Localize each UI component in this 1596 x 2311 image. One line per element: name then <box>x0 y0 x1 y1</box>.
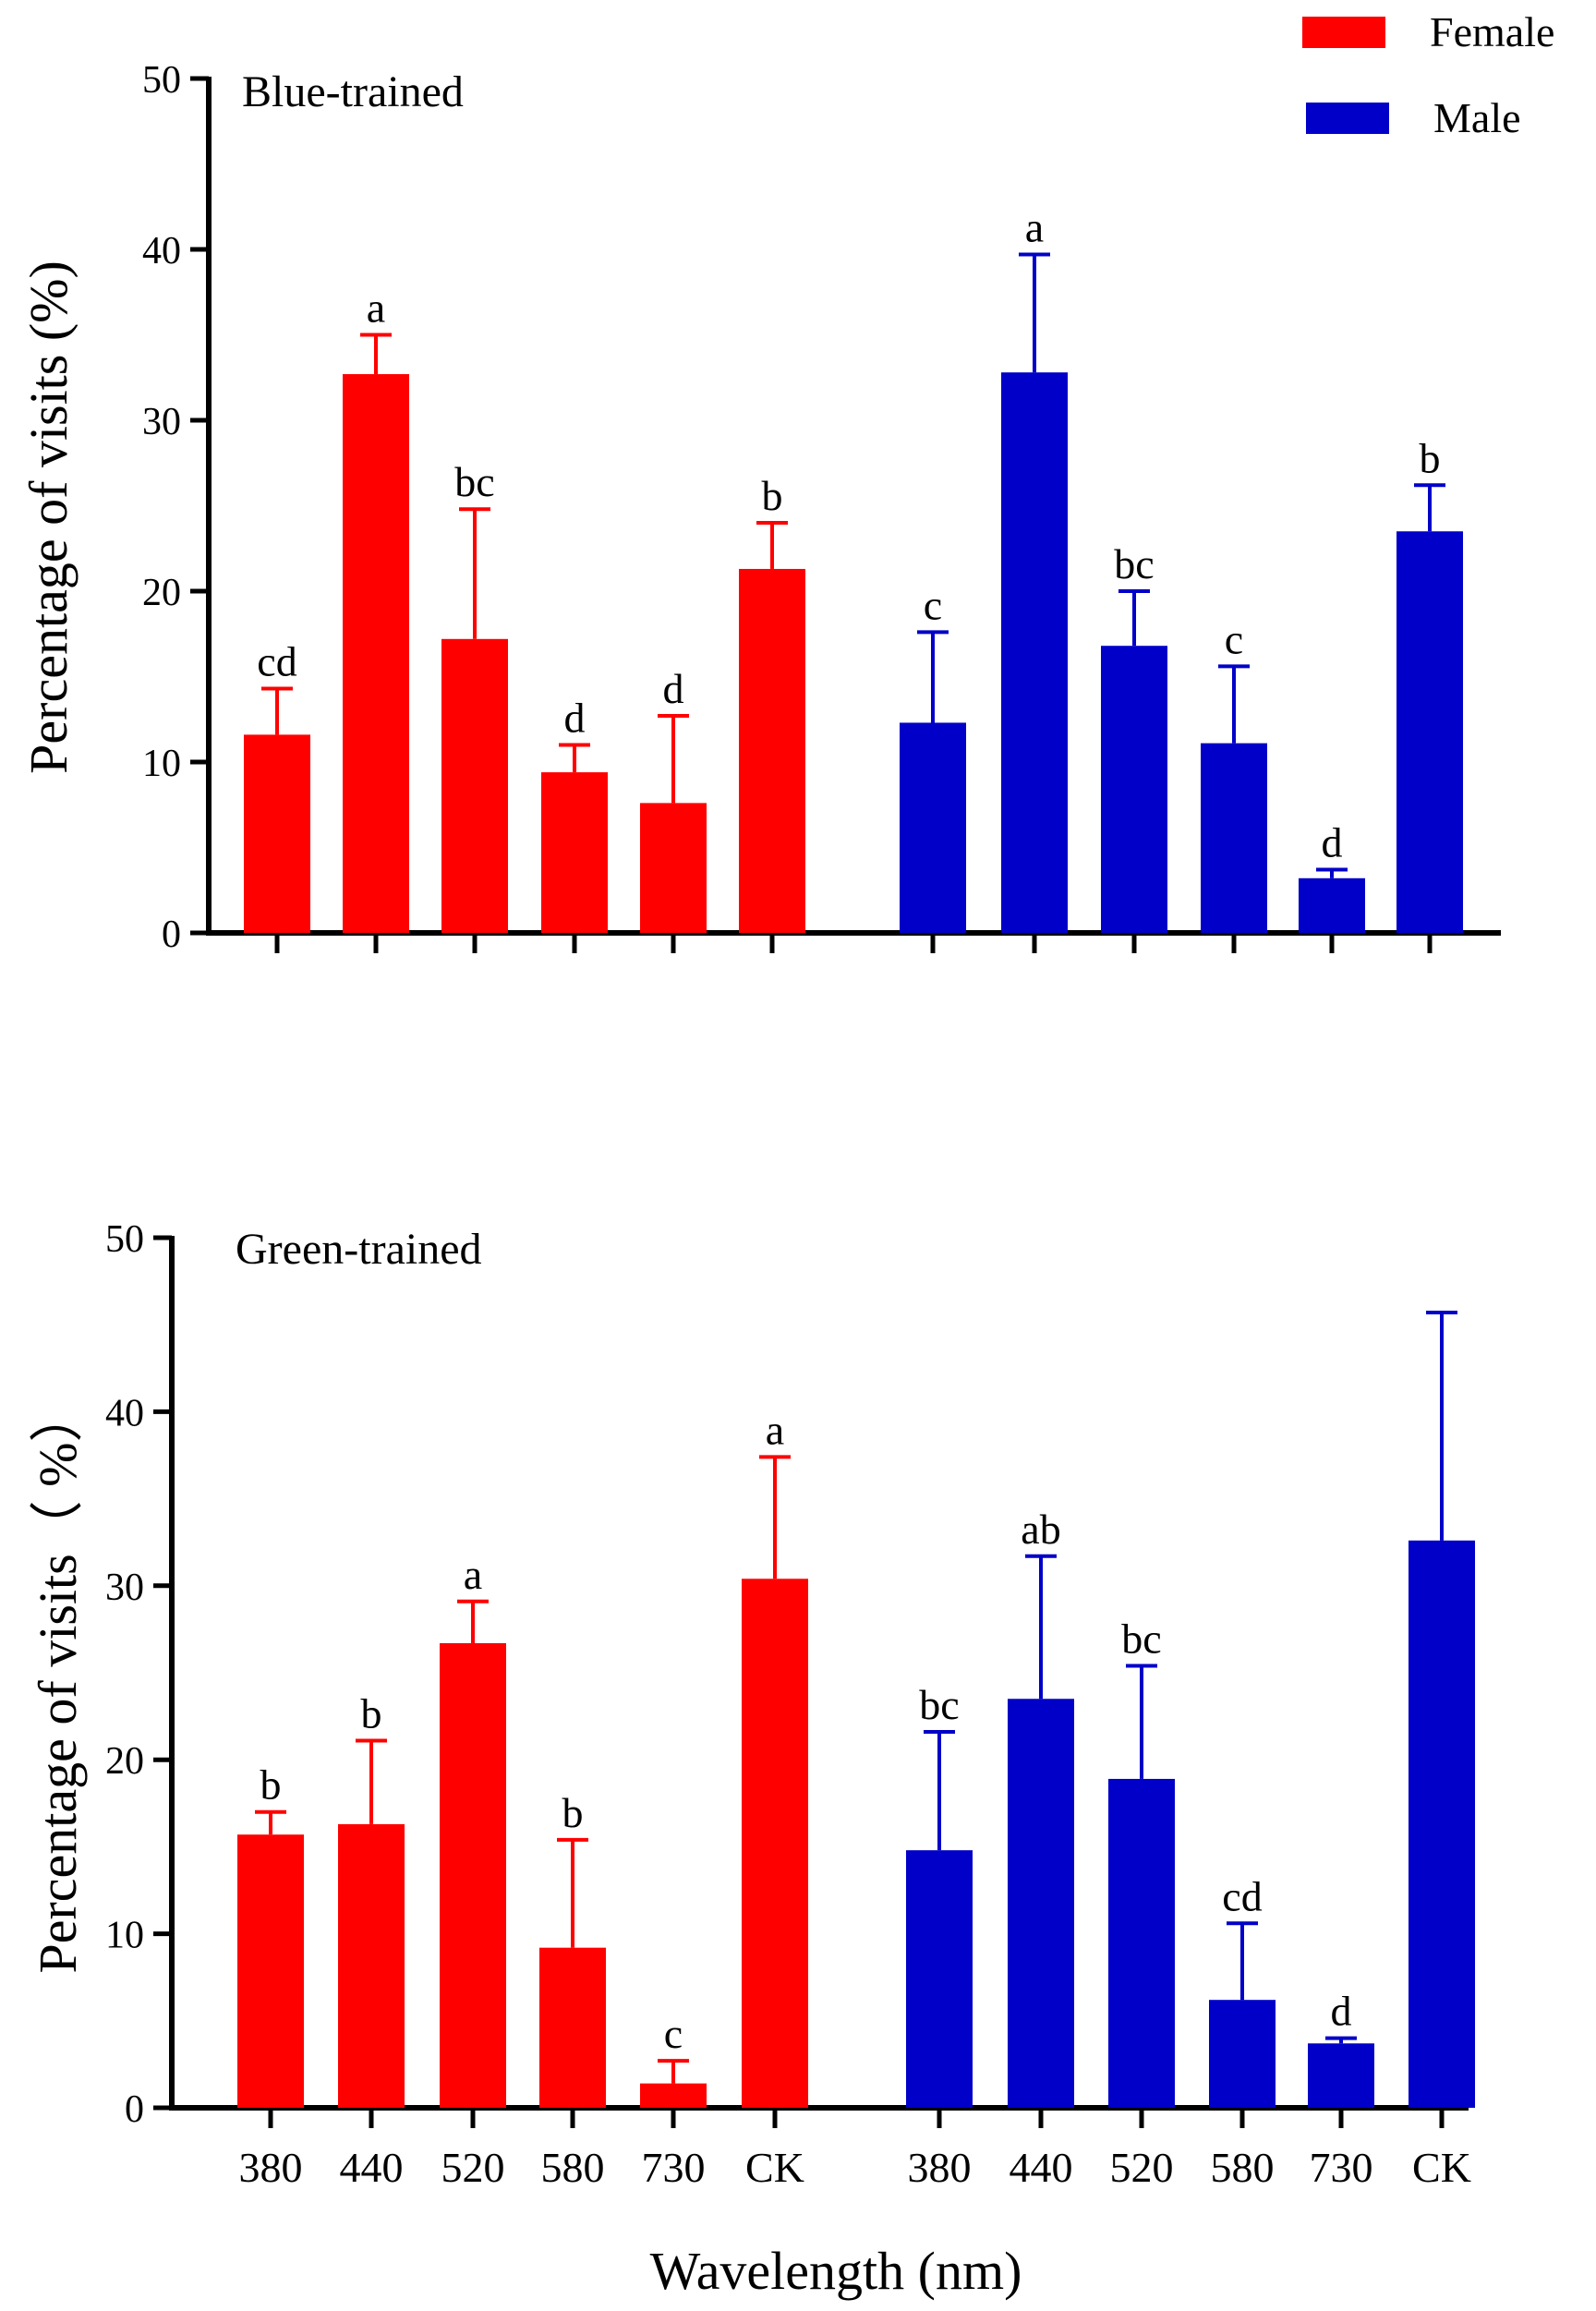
bar-female-ck <box>742 1579 808 2108</box>
significance-letter: ab <box>1021 1506 1060 1553</box>
legend-swatch-male <box>1306 103 1389 134</box>
bar-male-580 <box>1201 743 1267 933</box>
y-tick-label: 50 <box>142 59 181 102</box>
bar-male-580 <box>1209 2000 1276 2108</box>
y-tick-label: 40 <box>105 1392 144 1434</box>
bar-female-380 <box>237 1834 304 2108</box>
x-axis-title: Wavelength (nm) <box>650 2241 1022 2301</box>
bar-male-ck <box>1409 1540 1475 2108</box>
significance-letter: b <box>562 1789 584 1836</box>
x-tick-label: CK <box>1412 2144 1471 2191</box>
chart-panel-blue-trained: Blue-trained Percentage of visits (%) 0 1… <box>18 59 1501 956</box>
y-tick-label: 30 <box>142 401 181 443</box>
legend-swatch-female <box>1302 17 1385 48</box>
significance-letter: bc <box>454 458 494 505</box>
x-tick-label: 730 <box>1310 2144 1373 2191</box>
bar-female-520 <box>441 638 508 933</box>
significance-letter: cd <box>257 637 296 684</box>
bar-female-580 <box>541 772 608 933</box>
significance-letter: d <box>663 665 684 712</box>
significance-letter: a <box>766 1406 784 1453</box>
significance-letter: a <box>464 1551 482 1598</box>
significance-letter: b <box>1420 434 1441 481</box>
bar-female-380 <box>244 734 310 933</box>
y-tick-label: 50 <box>105 1218 144 1261</box>
y-tick-label: 0 <box>162 914 181 956</box>
x-tick-label: CK <box>745 2144 804 2191</box>
x-tick-label: 730 <box>642 2144 706 2191</box>
significance-letter: d <box>1331 1988 1352 2035</box>
bar-female-440 <box>338 1823 405 2108</box>
significance-letter: bc <box>1121 1615 1161 1662</box>
y-tick-label: 10 <box>105 1915 144 1957</box>
bar-female-580 <box>539 1947 606 2108</box>
bar-male-ck <box>1396 531 1463 933</box>
x-tick-label: 440 <box>1010 2144 1073 2191</box>
y-tick-label: 20 <box>142 572 181 614</box>
y-axis-label-green-trained: Percentage of visits（ %） <box>28 1388 88 1973</box>
y-tick-label: 10 <box>142 743 181 785</box>
significance-letter: bc <box>919 1681 959 1728</box>
x-tick-label: 580 <box>1211 2144 1275 2191</box>
panel-title-blue-trained: Blue-trained <box>242 67 464 116</box>
significance-letter: a <box>367 284 385 332</box>
bar-male-520 <box>1108 1778 1175 2108</box>
legend: Female Male <box>1302 8 1554 141</box>
x-tick-label: 520 <box>441 2144 505 2191</box>
x-tick-label: 580 <box>541 2144 605 2191</box>
y-axis-label-blue-trained: Percentage of visits (%) <box>18 260 79 774</box>
x-tick-label: 440 <box>340 2144 404 2191</box>
x-tick-label: 380 <box>908 2144 972 2191</box>
bar-female-ck <box>739 568 805 933</box>
bar-male-380 <box>906 1850 973 2108</box>
legend-label-female: Female <box>1430 8 1554 55</box>
bar-male-520 <box>1101 646 1167 933</box>
x-tick-label: 380 <box>239 2144 303 2191</box>
significance-letter: a <box>1025 204 1044 251</box>
bar-male-380 <box>900 722 966 933</box>
bar-male-440 <box>1008 1699 1074 2108</box>
significance-letter: c <box>664 2010 683 2057</box>
y-tick-label: 30 <box>105 1567 144 1609</box>
bar-male-440 <box>1001 372 1068 933</box>
legend-label-male: Male <box>1433 94 1521 141</box>
bar-female-440 <box>343 374 409 933</box>
significance-letter: c <box>1225 615 1243 662</box>
significance-letter: d <box>1322 819 1343 866</box>
significance-letter: b <box>762 472 783 519</box>
significance-letter: b <box>361 1689 382 1736</box>
significance-letter: c <box>924 581 942 628</box>
y-tick-label: 0 <box>125 2088 144 2131</box>
panel-title-green-trained: Green-trained <box>236 1225 482 1274</box>
significance-letter: b <box>260 1761 282 1809</box>
bar-female-730 <box>640 2083 707 2108</box>
bar-female-520 <box>440 1642 506 2108</box>
bar-male-730 <box>1308 2043 1374 2108</box>
chart-panel-green-trained: Green-trained Percentage of visits（ %） 0… <box>28 1218 1475 2191</box>
bar-male-730 <box>1299 877 1365 933</box>
x-tick-label: 520 <box>1110 2144 1174 2191</box>
y-tick-label: 40 <box>142 230 181 272</box>
significance-letter: d <box>564 695 586 742</box>
y-tick-label: 20 <box>105 1740 144 1783</box>
significance-letter: cd <box>1222 1872 1262 1919</box>
bar-female-730 <box>640 803 707 933</box>
significance-letter: bc <box>1114 540 1154 587</box>
